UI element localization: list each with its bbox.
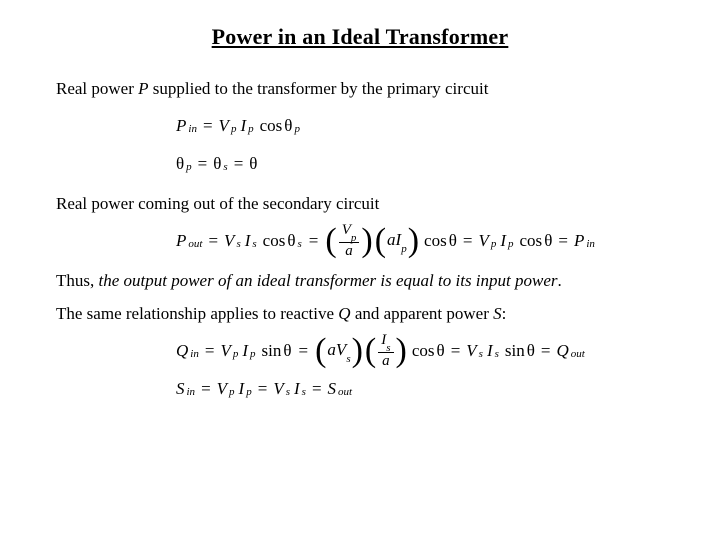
para4-a: The same relationship applies to reactiv… [56,304,338,323]
paragraph-4: The same relationship applies to reactiv… [56,303,664,326]
para3-a: Thus, [56,271,99,290]
equation-block-2: Pout = Vs Is cosθs = (Vpa) (aIp) cosθ = … [176,224,664,258]
equation-block-1: Pin = Vp Ip cosθp θp = θs = θ [176,109,664,181]
para1-text-a: Real power [56,79,138,98]
para1-text-b: supplied to the transformer by the prima… [149,79,489,98]
equation-block-3: Qin = Vp Ip sinθ = (aVs) (Isa) cosθ = Vs… [176,334,664,406]
equation-sin: Sin = Vp Ip = Vs Is = Sout [176,372,664,406]
para4-q: Q [338,304,350,323]
paragraph-2: Real power coming out of the secondary c… [56,193,664,216]
equation-pin: Pin = Vp Ip cosθp [176,109,664,143]
equation-qin: Qin = Vp Ip sinθ = (aVs) (Isa) cosθ = Vs… [176,334,664,368]
para3-ital: the output power of an ideal transformer… [99,271,558,290]
slide-title: Power in an Ideal Transformer [56,24,664,50]
para1-var: P [138,79,148,98]
para4-s: S [493,304,502,323]
para3-b: . [558,271,562,290]
para4-b: and apparent power [351,304,494,323]
para4-c: : [502,304,507,323]
equation-pout: Pout = Vs Is cosθs = (Vpa) (aIp) cosθ = … [176,224,664,258]
equation-theta: θp = θs = θ [176,147,664,181]
paragraph-3: Thus, the output power of an ideal trans… [56,270,664,293]
paragraph-1: Real power P supplied to the transformer… [56,78,664,101]
